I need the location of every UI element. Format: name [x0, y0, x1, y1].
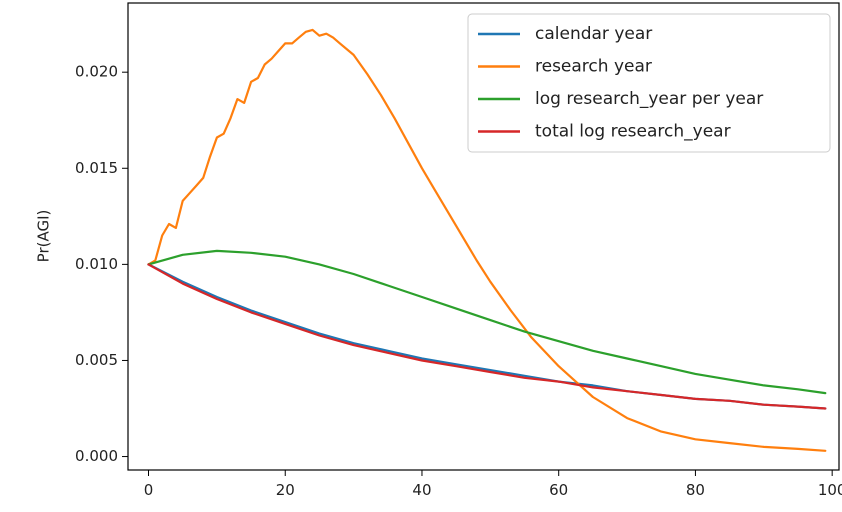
series-line-3: [147, 263, 827, 410]
legend-label: calendar year: [535, 24, 652, 44]
x-tick-label: 60: [549, 481, 568, 499]
y-tick-label: 0.015: [75, 159, 118, 177]
x-tick-label: 0: [144, 481, 154, 499]
x-tick-label: 80: [686, 481, 705, 499]
y-tick-label: 0.000: [75, 447, 118, 465]
y-tick-label: 0.005: [75, 351, 118, 369]
legend-box: [467, 13, 831, 153]
legend-label: total log research_year: [535, 122, 731, 142]
series-layer: [147, 28, 827, 452]
series-line-1: [147, 28, 827, 452]
ticks-layer: 0 20 40 60 80 100 0.000 0.005 0.010 0.015 0.020: [75, 63, 842, 499]
legend-label: research year: [535, 57, 652, 77]
x-tick-label: 20: [276, 481, 295, 499]
y-tick-label: 0.010: [75, 255, 118, 273]
legend: calendar year research year log research_y…: [467, 13, 831, 153]
y-tick-label: 0.020: [75, 63, 118, 81]
series-line-2: [147, 249, 827, 395]
x-tick-label: 100: [818, 481, 842, 499]
x-tick-label: 40: [412, 481, 431, 499]
y-axis-label: Pr(AGI): [35, 210, 53, 263]
legend-label: log research_year per year: [535, 89, 763, 109]
